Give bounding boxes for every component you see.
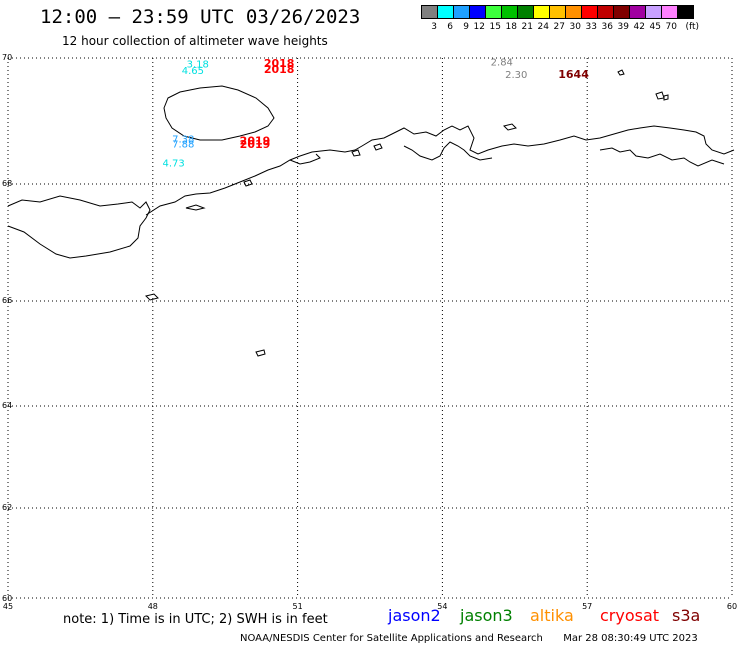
observation-time-label: 1644 bbox=[558, 68, 589, 81]
observation-swh-label: 2.30 bbox=[505, 70, 527, 81]
observation-swh-label: 2.84 bbox=[491, 58, 513, 69]
observation-swh-label: 4.73 bbox=[162, 158, 184, 169]
kolguev-island bbox=[163, 85, 275, 141]
small-island bbox=[617, 69, 625, 76]
lon-tick-label: 45 bbox=[3, 602, 13, 611]
observation-swh-label: 7.88 bbox=[172, 139, 194, 150]
mainland-coastline-east bbox=[145, 125, 735, 216]
observation-time-label: 2019 bbox=[240, 138, 271, 151]
pechora-bay-coast bbox=[403, 141, 493, 161]
small-island bbox=[655, 91, 665, 100]
map-subtitle: 12 hour collection of altimeter wave hei… bbox=[62, 34, 328, 48]
observation-swh-label: 3.18 bbox=[187, 59, 209, 70]
legend-item-jason3: jason3 bbox=[460, 606, 513, 625]
kanin-peninsula-coast bbox=[289, 153, 321, 165]
legend-item-s3a: s3a bbox=[672, 606, 701, 625]
scale-tick-label: 36 bbox=[601, 22, 613, 32]
scale-tick-label: 6 bbox=[447, 22, 453, 32]
scale-tick-label: 3 bbox=[431, 22, 437, 32]
lon-tick-label: 60 bbox=[727, 602, 737, 611]
scale-tick-label: 24 bbox=[537, 22, 549, 32]
lat-tick-label: 70 bbox=[2, 53, 12, 62]
credit-line: NOAA/NESDIS Center for Satellite Applica… bbox=[240, 633, 698, 644]
east-coast-islands bbox=[599, 147, 725, 167]
lat-tick-label: 68 bbox=[2, 179, 12, 188]
observation-time-label: 2019 bbox=[240, 134, 271, 147]
credit-source: NOAA/NESDIS Center for Satellite Applica… bbox=[240, 633, 543, 644]
scale-color-boxes bbox=[421, 5, 699, 19]
lat-tick-label: 66 bbox=[2, 296, 12, 305]
lon-tick-label: 48 bbox=[148, 602, 158, 611]
legend-item-cryosat: cryosat bbox=[600, 606, 660, 625]
scale-tick-label: 9 bbox=[463, 22, 469, 32]
map-note: note: 1) Time is in UTC; 2) SWH is in fe… bbox=[63, 612, 328, 627]
lon-tick-label: 51 bbox=[293, 602, 303, 611]
small-island bbox=[351, 149, 361, 157]
small-island bbox=[255, 349, 266, 357]
lat-tick-label: 64 bbox=[2, 401, 12, 410]
mainland-coastline bbox=[7, 195, 151, 259]
scale-tick-label: 70 bbox=[665, 22, 677, 32]
small-island bbox=[663, 94, 669, 101]
map-title: 12:00 – 23:59 UTC 03/26/2023 bbox=[40, 6, 361, 28]
legend-item-altika: altika bbox=[530, 606, 574, 625]
scale-tick-labels: 3 6 9 12 15 18 21 24 27 30 33 36 39 42 45 70 (ft) bbox=[421, 22, 699, 32]
scale-tick-label: 30 bbox=[569, 22, 581, 32]
scale-unit-label: (ft) bbox=[685, 22, 699, 32]
small-island bbox=[503, 123, 517, 131]
lat-tick-label: 60 bbox=[2, 594, 12, 603]
observation-time-label: 2018 bbox=[264, 63, 295, 76]
scale-tick-label: 12 bbox=[473, 22, 485, 32]
coastline bbox=[7, 69, 735, 357]
scale-tick-label: 39 bbox=[617, 22, 629, 32]
observation-swh-label: 7.38 bbox=[172, 134, 194, 145]
legend-item-jason2: jason2 bbox=[388, 606, 441, 625]
lon-tick-label: 57 bbox=[582, 602, 592, 611]
scale-tick-label: 15 bbox=[489, 22, 501, 32]
scale-tick-label: 18 bbox=[505, 22, 517, 32]
scale-color-box bbox=[677, 5, 694, 19]
small-island bbox=[243, 179, 253, 187]
observation-time-label: 2018 bbox=[264, 57, 295, 70]
scale-tick-label: 42 bbox=[633, 22, 645, 32]
lon-tick-label: 54 bbox=[437, 602, 447, 611]
small-island bbox=[145, 293, 159, 301]
scale-tick-label: 33 bbox=[585, 22, 597, 32]
observation-swh-label: 4.65 bbox=[182, 66, 204, 77]
lat-tick-label: 62 bbox=[2, 503, 12, 512]
small-island bbox=[185, 204, 206, 211]
scale-tick-label: 45 bbox=[649, 22, 661, 32]
scale-tick-label: 21 bbox=[521, 22, 533, 32]
small-island bbox=[373, 143, 383, 151]
wave-height-color-scale: 3 6 9 12 15 18 21 24 27 30 33 36 39 42 45 70 (ft) bbox=[421, 5, 699, 32]
scale-tick-label: 27 bbox=[553, 22, 565, 32]
credit-timestamp: Mar 28 08:30:49 UTC 2023 bbox=[563, 633, 698, 644]
